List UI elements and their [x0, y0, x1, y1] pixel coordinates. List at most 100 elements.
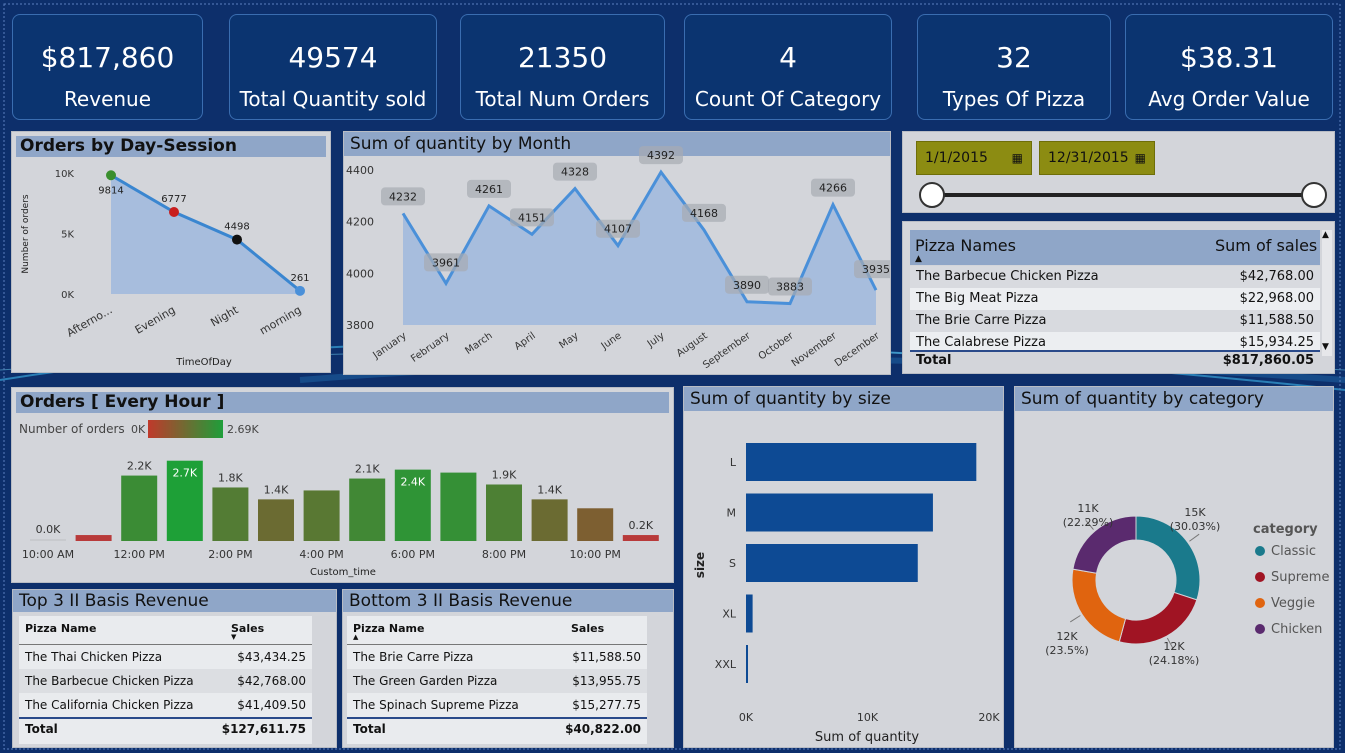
slice-leader-line — [1166, 637, 1174, 649]
x-tick-label: 2:00 PM — [208, 548, 252, 561]
column-header-pizza-name[interactable]: Pizza Name — [25, 622, 97, 635]
pizza-sales: $11,588.50 — [1239, 313, 1314, 328]
chart-title: Orders by Day-Session — [16, 136, 326, 157]
table-row[interactable]: The Brie Carre Pizza $11,588.50 — [347, 645, 647, 669]
column-header-sales[interactable]: Sales — [231, 622, 265, 635]
kpi-types-pizza: 32 Types Of Pizza — [917, 14, 1111, 120]
table-row[interactable]: The Big Meat Pizza $22,968.00 — [910, 288, 1320, 310]
top3-table: Pizza Name Sales ▼ The Thai Chicken Pizz… — [19, 616, 312, 744]
table-total-label: Total — [916, 353, 952, 368]
sort-ascending-icon[interactable]: ▲ — [353, 633, 359, 641]
data-label: 4266 — [819, 182, 847, 195]
data-label: 1.9K — [492, 468, 517, 481]
data-label-box — [510, 208, 554, 227]
x-tick-label: 10:00 PM — [570, 548, 621, 561]
date-slider-track[interactable] — [932, 193, 1314, 197]
slice-value-label: 12K — [1056, 630, 1078, 643]
pizza-sales-table: Pizza Names ▲ Sum of sales The Barbecue … — [902, 221, 1335, 374]
x-tick-label: 0K — [739, 711, 754, 724]
x-axis-label: Sum of quantity — [815, 730, 919, 745]
table-total-value: $40,822.00 — [565, 722, 641, 736]
y-tick-label: M — [727, 507, 737, 520]
kpi-value: 4 — [779, 41, 797, 74]
x-axis-label: TimeOfDay — [175, 357, 232, 368]
data-label: 3935 — [862, 263, 890, 276]
legend-entry: Classic — [1271, 544, 1316, 559]
y-tick-label: 4000 — [346, 267, 374, 280]
table-row[interactable]: The Calabrese Pizza $15,934.25 — [910, 332, 1320, 352]
data-label: 4261 — [475, 183, 503, 196]
table-scrollbar[interactable] — [1322, 230, 1332, 356]
data-label: 4328 — [561, 166, 589, 179]
kpi-label: Count Of Category — [694, 87, 882, 111]
data-point — [106, 170, 116, 181]
table-row[interactable]: The Barbecue Chicken Pizza $42,768.00 — [19, 669, 312, 693]
chart-title: Orders [ Every Hour ] — [16, 392, 669, 413]
data-label: 1.4K — [264, 483, 289, 496]
data-label: 0.0K — [36, 523, 61, 536]
x-tick-label: August — [675, 330, 710, 359]
data-label: 0.2K — [628, 519, 653, 532]
end-date-input[interactable]: 12/31/2015 ▦ — [1039, 141, 1155, 175]
pizza-sales: $22,968.00 — [1239, 291, 1314, 306]
data-label: 4232 — [389, 190, 417, 203]
table-total-label: Total — [25, 722, 58, 736]
scroll-down-icon[interactable]: ▼ — [1322, 342, 1329, 352]
hour-bar — [75, 535, 112, 541]
table-row[interactable]: The California Chicken Pizza $41,409.50 — [19, 693, 312, 717]
chart-title: Sum of quantity by Month — [344, 132, 890, 156]
table-row[interactable]: The Barbecue Chicken Pizza $42,768.00 — [910, 266, 1320, 288]
column-header-pizza-name[interactable]: Pizza Name — [353, 622, 425, 635]
slice-leader-line — [1085, 520, 1094, 530]
date-slider-end-handle[interactable] — [1301, 182, 1327, 208]
top3-table-panel: Top 3 II Basis Revenue Pizza Name Sales … — [12, 589, 337, 748]
legend-swatch — [1255, 598, 1265, 608]
x-tick-label: December — [833, 330, 883, 369]
hour-bar — [349, 478, 386, 541]
pizza-sales: $13,955.75 — [572, 674, 641, 688]
series-line — [110, 173, 301, 293]
size-bar — [746, 443, 977, 481]
category-donut-chart: 15K(30.03%)12K(24.18%)12K(23.5%)11K(22.2… — [1045, 502, 1329, 667]
column-header-sum-of-sales[interactable]: Sum of sales — [1215, 236, 1318, 255]
scroll-up-icon[interactable]: ▲ — [1322, 230, 1329, 240]
table-row[interactable]: The Thai Chicken Pizza $43,434.25 — [19, 645, 312, 669]
kpi-total-quantity: 49574 Total Quantity sold — [229, 14, 437, 120]
column-header-pizza-names[interactable]: Pizza Names — [915, 236, 1016, 255]
start-date-input[interactable]: 1/1/2015 ▦ — [916, 141, 1032, 175]
table-row[interactable]: The Spinach Supreme Pizza $15,277.75 — [347, 693, 647, 717]
kpi-value: 32 — [996, 41, 1032, 74]
calendar-icon[interactable]: ▦ — [1134, 151, 1146, 165]
donut-slice — [1071, 568, 1127, 643]
hour-bar — [166, 460, 203, 541]
month-chart-panel: Sum of quantity by Month 4400 4200 4000 380… — [343, 131, 891, 375]
column-header-sales[interactable]: Sales — [571, 622, 605, 635]
table-row[interactable]: The Brie Carre Pizza $11,588.50 — [910, 310, 1320, 332]
slice-leader-line — [1189, 533, 1200, 542]
calendar-icon[interactable]: ▦ — [1011, 151, 1023, 165]
hour-bar — [577, 508, 614, 541]
data-label-box — [381, 187, 425, 206]
data-label-box — [768, 277, 812, 296]
legend-entry: Veggie — [1271, 596, 1315, 611]
x-tick-label: Night — [208, 303, 241, 329]
date-slider-start-handle[interactable] — [919, 182, 945, 208]
data-point — [232, 234, 242, 245]
sort-descending-icon[interactable]: ▼ — [231, 633, 237, 641]
data-label-box — [854, 260, 890, 279]
table-total-label: Total — [353, 722, 386, 736]
day-session-chart: 10K 5K 0K Number of orders 9814 Afterno... 677… — [21, 169, 310, 368]
y-axis-label: size — [693, 552, 707, 578]
area-fill — [403, 172, 876, 325]
sort-ascending-icon[interactable]: ▲ — [915, 254, 922, 264]
y-tick-label: 10K — [55, 169, 75, 180]
pizza-sales: $42,768.00 — [1239, 269, 1314, 284]
pizza-sales: $43,434.25 — [237, 650, 306, 664]
data-label: 1.8K — [218, 471, 243, 484]
data-label: 2.2K — [127, 460, 152, 473]
slice-percent-label: (30.03%) — [1170, 520, 1221, 533]
x-tick-label: November — [790, 330, 840, 369]
legend-label: Number of orders — [19, 422, 125, 436]
x-tick-label: 8:00 PM — [482, 548, 526, 561]
table-row[interactable]: The Green Garden Pizza $13,955.75 — [347, 669, 647, 693]
